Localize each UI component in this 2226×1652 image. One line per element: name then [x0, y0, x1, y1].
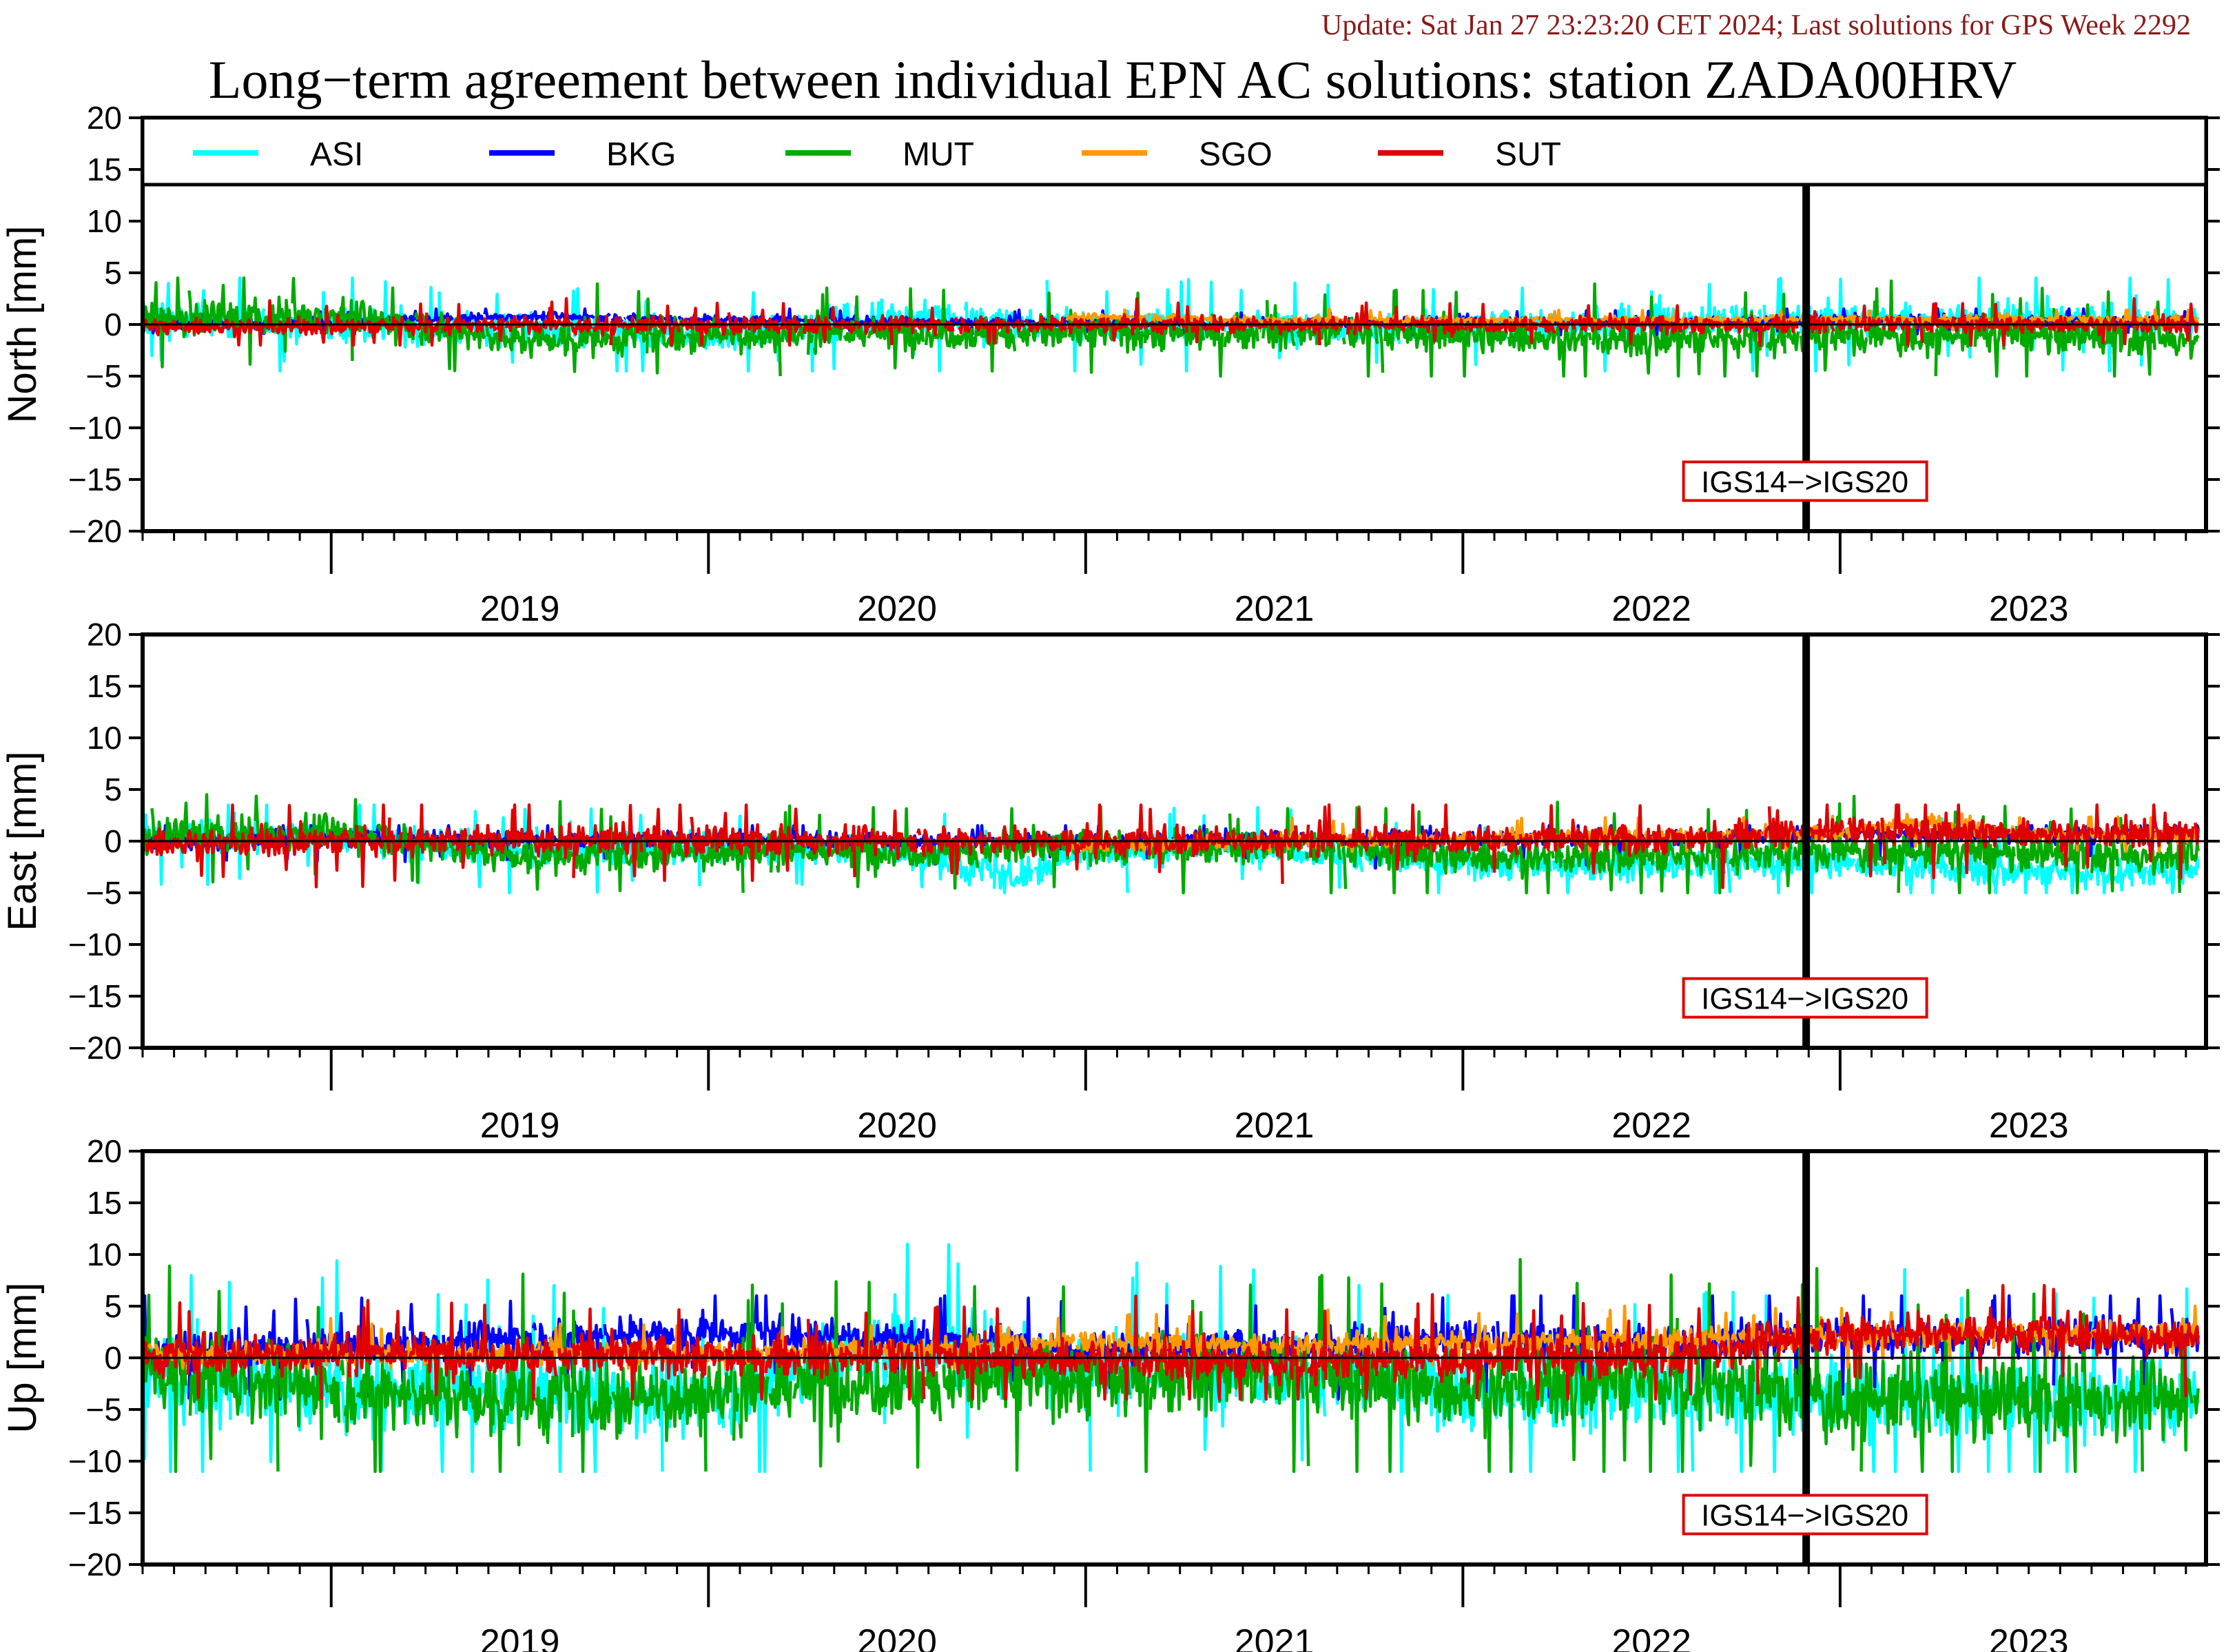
y-tick-label: 20	[87, 617, 122, 652]
frame-change-box	[1682, 1494, 1928, 1536]
y-tick-label: −20	[68, 1030, 122, 1066]
y-tick-label: 15	[87, 1185, 122, 1221]
series-group	[143, 1242, 2200, 1474]
legend-label-asi: ASI	[310, 136, 363, 173]
x-tick-label: 2021	[1235, 1106, 1315, 1146]
x-tick-label: 2023	[1989, 589, 2069, 629]
y-tick-label: −15	[68, 462, 122, 497]
legend-label-sgo: SGO	[1199, 136, 1272, 173]
x-tick-label: 2023	[1989, 1106, 2069, 1146]
frame-change-label: IGS14−>IGS20	[1701, 466, 1908, 499]
y-axis-label: East [mm]	[0, 751, 45, 931]
x-tick-label: 2019	[480, 1106, 560, 1146]
update-text: Update: Sat Jan 27 23:23:20 CET 2024; La…	[1321, 10, 2191, 41]
panel-east: IGS14−>IGS20 20 15 10 5 0 −5 −10 −15 −20 East [mm]…	[0, 617, 2220, 1146]
y-tick-label: 20	[87, 100, 122, 136]
y-tick-label: −15	[68, 1495, 122, 1531]
x-tick-label: 2023	[1989, 1622, 2069, 1652]
y-tick-label: 10	[87, 720, 122, 756]
y-tick-label: 0	[104, 823, 122, 859]
x-tick-label: 2022	[1611, 1622, 1691, 1652]
x-tick-label: 2020	[857, 589, 937, 629]
y-tick-label: −10	[68, 410, 122, 446]
y-axis-label: Up [mm]	[0, 1282, 45, 1433]
panel-up: IGS14−>IGS20 20 15 10 5 0 −5 −10 −15 −20 Up [mm] 20…	[0, 1133, 2220, 1652]
y-tick-label: −5	[86, 358, 122, 394]
y-axis-label: North [mm]	[0, 226, 45, 424]
y-tick-label: 10	[87, 1237, 122, 1272]
frame-change-box	[1682, 460, 1928, 502]
legend-box	[141, 116, 2208, 187]
y-tick-label: −10	[68, 1443, 122, 1479]
chart-title: Long−term agreement between individual E…	[209, 50, 2017, 110]
y-tick-label: −20	[68, 1547, 122, 1582]
x-tick-label: 2022	[1611, 589, 1691, 629]
x-tick-label: 2021	[1235, 589, 1315, 629]
legend-label-mut: MUT	[903, 136, 974, 173]
x-tick-label: 2019	[480, 589, 560, 629]
frame-change-label: IGS14−>IGS20	[1701, 982, 1908, 1016]
panels: IGS14−>IGS20 20 15 10 5 0 −5 −10 −15 −20 North [mm…	[0, 100, 2220, 1652]
x-tick-label: 2019	[480, 1622, 560, 1652]
y-tick-label: 5	[104, 1288, 122, 1324]
x-tick-label: 2021	[1235, 1622, 1315, 1652]
frame-change-box	[1682, 977, 1928, 1019]
x-tick-label: 2022	[1611, 1106, 1691, 1146]
series-mut	[143, 1257, 2200, 1474]
frame-change-label: IGS14−>IGS20	[1701, 1499, 1908, 1533]
x-tick-label: 2020	[857, 1622, 937, 1652]
series-group	[143, 276, 2198, 378]
y-tick-label: −5	[86, 875, 122, 911]
y-tick-label: −15	[68, 978, 122, 1014]
y-tick-label: 5	[104, 772, 122, 807]
y-tick-label: −10	[68, 927, 122, 962]
y-tick-label: 0	[104, 1340, 122, 1376]
legend: ASI BKG MUT SGO SUT	[141, 116, 2208, 187]
y-tick-label: −20	[68, 513, 122, 549]
y-tick-label: 0	[104, 307, 122, 342]
series-group	[143, 793, 2201, 895]
y-tick-label: 15	[87, 152, 122, 187]
y-tick-label: 15	[87, 668, 122, 704]
x-tick-label: 2020	[857, 1106, 937, 1146]
y-tick-label: 20	[87, 1133, 122, 1169]
y-tick-label: 10	[87, 203, 122, 239]
y-tick-label: −5	[86, 1392, 122, 1427]
legend-label-bkg: BKG	[606, 136, 676, 173]
panel-north: IGS14−>IGS20 20 15 10 5 0 −5 −10 −15 −20 North [mm…	[0, 100, 2220, 629]
y-tick-label: 5	[104, 255, 122, 291]
legend-label-sut: SUT	[1495, 136, 1561, 173]
